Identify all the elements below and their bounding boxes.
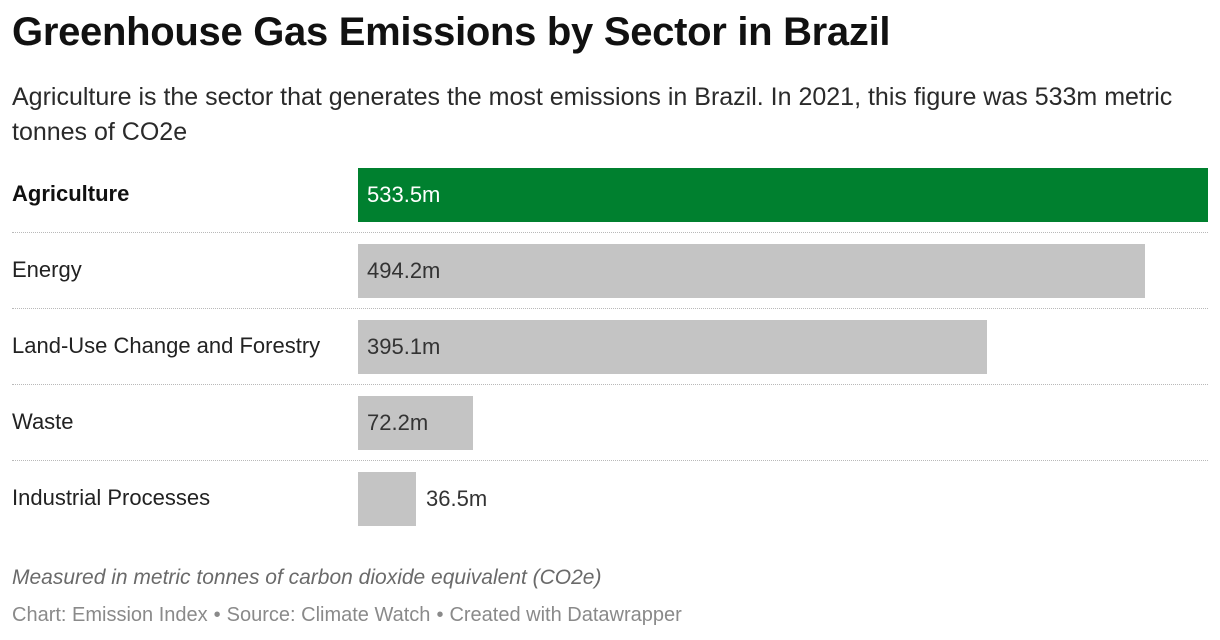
bar [358,244,1145,298]
bar [358,168,1208,222]
row-divider [12,232,1208,233]
chart-subtitle: Agriculture is the sector that generates… [12,83,1173,146]
bar-row: Agriculture 533.5m [0,166,1220,242]
value-label: 72.2m [367,410,429,435]
chart-title: Greenhouse Gas Emissions by Sector in Br… [12,10,891,54]
row-divider [12,384,1208,385]
bar [358,472,416,526]
value-label: 36.5m [426,486,488,511]
footer-separator: • [213,604,221,626]
bar [358,396,473,450]
source-credit: Source: Climate Watch [226,604,431,626]
category-label: Land-Use Change and Forestry [12,333,321,358]
chart-note: Measured in metric tonnes of carbon diox… [12,566,602,589]
bar-row: Land-Use Change and Forestry 395.1m [0,318,1220,394]
value-label: 395.1m [367,334,441,359]
category-label: Agriculture [12,181,130,206]
footer-separator: • [436,604,444,626]
value-label: 533.5m [367,182,441,207]
chart-credit: Chart: Emission Index [12,604,208,626]
category-label: Waste [12,409,74,434]
category-label: Industrial Processes [12,485,211,510]
bar-chart: Agriculture 533.5m Energy 494.2m Land-Use Ch… [0,166,1220,546]
chart-footer: Chart: Emission Index • Source: Climate Wa… [12,604,682,627]
bar-row: Energy 494.2m [0,242,1220,318]
row-divider [12,460,1208,461]
row-divider [12,308,1208,309]
bar-row: Industrial Processes 36.5m [0,470,1220,546]
value-label: 494.2m [367,258,441,283]
bar [358,320,987,374]
category-label: Energy [12,257,82,282]
tool-credit[interactable]: Created with Datawrapper [449,604,682,626]
bar-row: Waste 72.2m [0,394,1220,470]
